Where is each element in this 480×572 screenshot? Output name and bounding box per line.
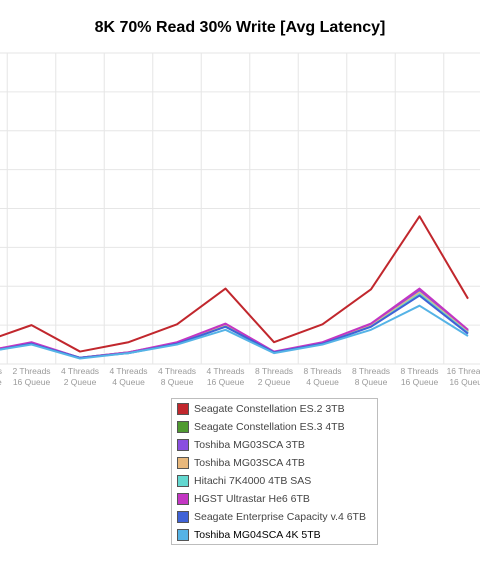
chart-title: 8K 70% Read 30% Write [Avg Latency] xyxy=(94,19,386,36)
x-tick-label: 16 Queue xyxy=(401,377,439,387)
legend-label: Hitachi 7K4000 4TB SAS xyxy=(194,475,312,487)
series-line xyxy=(0,304,469,360)
legend-swatch xyxy=(177,529,189,541)
x-tick-label: 8 Threads xyxy=(303,366,341,376)
legend-swatch xyxy=(177,439,189,451)
legend-label: Seagate Constellation ES.2 3TB xyxy=(194,403,345,415)
x-tick-label: 8 Threads xyxy=(352,366,390,376)
grid-lines xyxy=(0,52,480,365)
x-tick-label: 4 Threads xyxy=(61,366,99,376)
legend-label: Seagate Enterprise Capacity v.4 6TB xyxy=(194,511,366,523)
x-tick-label: 4 Threads xyxy=(158,366,196,376)
legend-swatch xyxy=(177,457,189,469)
x-tick-label: 16 Queue xyxy=(13,377,51,387)
x-tick-label: 8 Queue xyxy=(355,377,388,387)
x-tick-label: 16 Queue xyxy=(449,377,480,387)
legend-label: Toshiba MG04SCA 4K 5TB xyxy=(194,529,321,541)
legend-label: HGST Ultrastar He6 6TB xyxy=(194,493,310,505)
x-tick-label: 16 Queue xyxy=(0,377,2,387)
legend-label: Toshiba MG03SCA 3TB xyxy=(194,439,305,451)
legend-item[interactable]: Toshiba MG03SCA 4TB xyxy=(177,455,305,471)
x-tick-label: 8 Threads xyxy=(255,366,293,376)
series-line xyxy=(0,289,469,359)
x-tick-label: 8 Queue xyxy=(161,377,194,387)
series-line xyxy=(0,215,469,353)
x-tick-label: 8 Threads xyxy=(400,366,438,376)
legend-item[interactable]: Seagate Constellation ES.3 4TB xyxy=(177,419,345,435)
legend-item[interactable]: Seagate Constellation ES.2 3TB xyxy=(177,401,345,417)
series-lines xyxy=(0,215,469,360)
legend-item[interactable]: Hitachi 7K4000 4TB SAS xyxy=(177,473,311,489)
x-tick-label: 4 Threads xyxy=(206,366,244,376)
legend-swatch xyxy=(177,475,189,487)
legend-item[interactable]: HGST Ultrastar He6 6TB xyxy=(177,491,310,507)
x-tick-label: 16 Threads xyxy=(447,366,480,376)
x-tick-label: 2 Threads xyxy=(12,366,50,376)
x-tick-label: 4 Threads xyxy=(109,366,147,376)
x-tick-label: 1 Threads xyxy=(0,366,2,376)
x-tick-label: 4 Queue xyxy=(112,377,145,387)
legend: Seagate Constellation ES.2 3TB Seagate Co… xyxy=(171,398,378,545)
x-tick-label: 4 Queue xyxy=(306,377,339,387)
legend-item[interactable]: Toshiba MG03SCA 3TB xyxy=(177,437,305,453)
legend-label: Toshiba MG03SCA 4TB xyxy=(194,457,305,469)
legend-item[interactable]: Toshiba MG04SCA 4K 5TB xyxy=(177,527,321,543)
x-tick-label: 16 Queue xyxy=(207,377,245,387)
legend-item[interactable]: Seagate Enterprise Capacity v.4 6TB xyxy=(177,509,366,525)
legend-label: Seagate Constellation ES.3 4TB xyxy=(194,421,345,433)
legend-swatch xyxy=(177,493,189,505)
x-tick-label: 2 Queue xyxy=(258,377,291,387)
legend-swatch xyxy=(177,403,189,415)
legend-swatch xyxy=(177,421,189,433)
legend-swatch xyxy=(177,511,189,523)
x-tick-label: 2 Queue xyxy=(64,377,97,387)
